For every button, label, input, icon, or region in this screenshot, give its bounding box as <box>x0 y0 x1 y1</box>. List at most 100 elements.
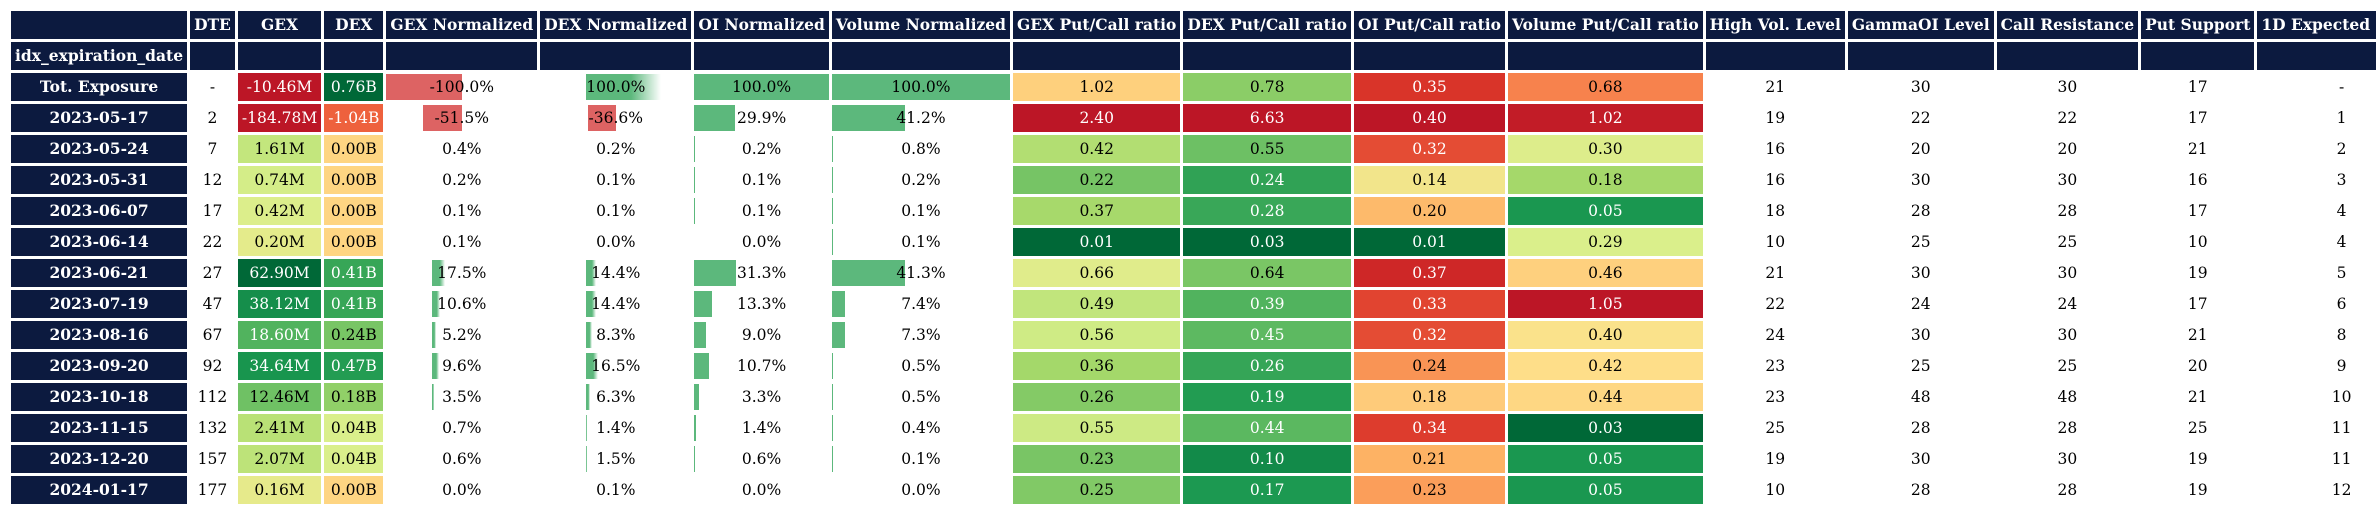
expected-move-cell: 8 <box>2336 326 2347 344</box>
gex-normalized-cell: 10.6% <box>386 290 537 318</box>
dex-normalized-cell: 6.3% <box>540 383 691 411</box>
row-date-label: 2023-06-14 <box>11 228 188 256</box>
col-dex-normalized: DEX Normalized <box>540 11 692 39</box>
dex-pc-ratio-cell: 0.24 <box>1183 166 1351 194</box>
call-resistance-cell: 22 <box>2057 109 2078 127</box>
oi-pc-ratio-cell: 0.32 <box>1353 321 1506 349</box>
dex-normalized-cell: 14.4% <box>540 259 691 287</box>
gex-pc-ratio-cell: 0.56 <box>1013 321 1181 349</box>
oi-normalized-cell: 0.1% <box>694 197 829 225</box>
high-vol-level-cell: 16 <box>1765 171 1786 189</box>
normalized-value: 7.3% <box>901 326 941 344</box>
high-vol-level-cell: 10 <box>1765 481 1786 499</box>
volume-normalized-cell: 0.0% <box>832 476 1010 504</box>
exposure-table-container: DTE GEX DEX GEX Normalized DEX Normalize… <box>8 8 2376 507</box>
normalized-value: 0.0% <box>741 481 782 499</box>
expected-move-cell: 11 <box>2331 419 2352 437</box>
expected-move-cell: 2 <box>2336 140 2347 158</box>
dex-cell: 0.18B <box>324 383 384 411</box>
normalized-bar <box>831 74 1011 100</box>
index-name-header: idx_expiration_date <box>11 42 188 70</box>
volume-pc-ratio-cell: 0.18 <box>1508 166 1703 194</box>
dex-pc-ratio-cell: 0.45 <box>1183 321 1351 349</box>
col-volume-pc-ratio: Volume Put/Call ratio <box>1508 11 1703 39</box>
normalized-bar <box>694 415 697 441</box>
dte-cell: 92 <box>202 357 223 375</box>
normalized-bar <box>585 384 591 410</box>
volume-pc-ratio-cell: 0.05 <box>1508 197 1703 225</box>
normalized-bar <box>585 446 587 472</box>
column-header-row: DTE GEX DEX GEX Normalized DEX Normalize… <box>11 11 2376 39</box>
dex-normalized-cell: -36.6% <box>540 104 691 132</box>
put-support-cell: 19 <box>2187 450 2208 468</box>
gammaoi-level-cell: 30 <box>1910 450 1931 468</box>
volume-normalized-cell: 41.3% <box>831 259 1010 287</box>
normalized-bar <box>585 74 662 100</box>
row-date-label: 2023-12-20 <box>11 445 188 473</box>
table-row: 2023-06-14 22 0.20M 0.00B 0.1% 0.0% 0.0% 0.1% 0.… <box>11 228 2376 256</box>
gammaoi-level-cell: 25 <box>1910 233 1931 251</box>
put-support-cell: 10 <box>2187 233 2208 251</box>
normalized-bar <box>694 74 829 100</box>
normalized-bar <box>431 322 436 348</box>
put-support-cell: 20 <box>2187 357 2208 375</box>
dex-pc-ratio-cell: 6.63 <box>1183 104 1351 132</box>
normalized-value: 7.4% <box>901 295 941 313</box>
oi-pc-ratio-cell: 0.20 <box>1353 197 1506 225</box>
normalized-value: 13.3% <box>736 295 787 313</box>
normalized-bar <box>694 322 707 348</box>
normalized-value: 0.1% <box>596 171 636 189</box>
volume-normalized-cell: 0.2% <box>831 166 1010 194</box>
dex-pc-ratio-cell: 0.26 <box>1183 352 1351 380</box>
col-gex: GEX <box>237 11 322 39</box>
high-vol-level-cell: 24 <box>1765 326 1786 344</box>
gammaoi-level-cell: 28 <box>1910 202 1931 220</box>
oi-normalized-cell: 10.7% <box>694 352 829 380</box>
gammaoi-level-cell: 28 <box>1910 419 1931 437</box>
normalized-value: 41.2% <box>896 109 946 127</box>
col-1d-expected-move: 1D Expected Move <box>2257 11 2376 39</box>
blank-cell <box>237 42 322 70</box>
dex-cell: 0.04B <box>324 445 384 473</box>
high-vol-level-cell: 16 <box>1765 140 1786 158</box>
normalized-value: 16.5% <box>591 357 641 375</box>
blank-cell <box>2257 42 2376 70</box>
dex-pc-ratio-cell: 0.39 <box>1183 290 1351 318</box>
call-resistance-cell: 30 <box>2057 326 2078 344</box>
normalized-value: 0.8% <box>901 140 941 158</box>
dex-pc-ratio-cell: 0.64 <box>1183 259 1351 287</box>
table-row: 2023-07-19 47 38.12M 0.41B 10.6% 14.4% 13.3% 7.… <box>11 290 2376 318</box>
row-date-label: 2023-05-24 <box>11 135 188 163</box>
put-support-cell: 21 <box>2187 388 2208 406</box>
expected-move-cell: 1 <box>2336 109 2347 127</box>
normalized-value: -36.6% <box>588 109 644 127</box>
gex-normalized-cell: 0.1% <box>386 228 537 256</box>
gammaoi-level-cell: 30 <box>1910 171 1931 189</box>
blank-cell <box>1508 42 1703 70</box>
gex-normalized-cell: 17.5% <box>386 259 537 287</box>
dex-normalized-cell: 0.1% <box>540 166 691 194</box>
gex-pc-ratio-cell: 0.55 <box>1013 414 1181 442</box>
normalized-bar <box>831 415 833 441</box>
oi-pc-ratio-cell: 0.34 <box>1353 414 1506 442</box>
oi-pc-ratio-cell: 0.23 <box>1353 476 1506 504</box>
dex-cell: 0.47B <box>324 352 384 380</box>
normalized-value: 8.3% <box>596 326 636 344</box>
dex-cell: 0.00B <box>324 476 384 504</box>
normalized-value: 31.3% <box>736 264 787 282</box>
blank-cell <box>540 42 692 70</box>
table-row: 2023-06-21 27 62.90M 0.41B 17.5% 14.4% 31.3% 41… <box>11 259 2376 287</box>
volume-pc-ratio-cell: 0.40 <box>1508 321 1703 349</box>
normalized-bar <box>694 260 737 286</box>
gammaoi-level-cell: 20 <box>1910 140 1931 158</box>
normalized-value: 0.2% <box>901 171 941 189</box>
col-dte: DTE <box>190 11 235 39</box>
volume-normalized-cell: 0.8% <box>831 135 1010 163</box>
row-date-label: 2023-09-20 <box>11 352 188 380</box>
gex-pc-ratio-cell: 0.22 <box>1013 166 1181 194</box>
volume-pc-ratio-cell: 0.44 <box>1508 383 1703 411</box>
normalized-value: 9.0% <box>741 326 782 344</box>
oi-normalized-cell: 13.3% <box>694 290 829 318</box>
call-resistance-cell: 30 <box>2057 450 2078 468</box>
dte-cell: 47 <box>202 295 223 313</box>
